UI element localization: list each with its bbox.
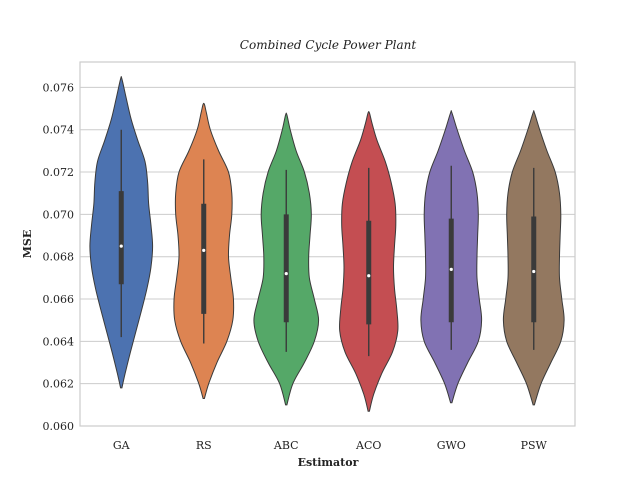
x-tick-label: ABC: [273, 439, 299, 452]
x-tick-label: GA: [113, 439, 131, 452]
x-tick-label: GWO: [437, 439, 466, 452]
violin-median-dot: [202, 248, 206, 252]
y-axis-label: MSE: [21, 230, 34, 259]
x-tick-label: RS: [196, 439, 212, 452]
y-tick-label: 0.060: [43, 420, 75, 433]
y-tick-label: 0.072: [43, 166, 75, 179]
violin-gwo: [420, 110, 483, 404]
violin-ga: [89, 76, 154, 389]
violin-aco: [338, 110, 399, 412]
violin-median-dot: [119, 244, 123, 248]
violin-median-dot: [367, 274, 371, 278]
y-tick-labels: 0.060 0.062 0.064 0.066 0.068 0.070 0.072 0.074…: [43, 81, 75, 433]
x-axis-label: Estimator: [298, 456, 359, 469]
y-tick-label: 0.074: [43, 124, 75, 137]
chart-title: Combined Cycle Power Plant: [240, 38, 417, 52]
x-tick-labels: GA RS ABC ACO GWO PSW: [113, 439, 548, 452]
x-tick-label: ACO: [355, 439, 381, 452]
violin-psw: [502, 110, 565, 406]
violin-abc: [253, 112, 320, 406]
violin-median-dot: [449, 267, 453, 271]
x-tick-label: PSW: [521, 439, 548, 452]
y-tick-label: 0.066: [43, 293, 75, 306]
plot-frame: [79, 61, 576, 427]
y-tick-label: 0.070: [43, 208, 75, 221]
y-tick-label: 0.068: [43, 251, 75, 264]
grid-lines: [80, 86, 575, 427]
violin-median-dot: [532, 269, 536, 274]
y-tick-label: 0.076: [43, 81, 75, 94]
y-tick-label: 0.064: [43, 335, 75, 348]
y-tick-label: 0.062: [43, 378, 75, 391]
violin-rs: [173, 102, 235, 399]
violins: [89, 76, 565, 412]
violin-median-dot: [284, 272, 288, 276]
